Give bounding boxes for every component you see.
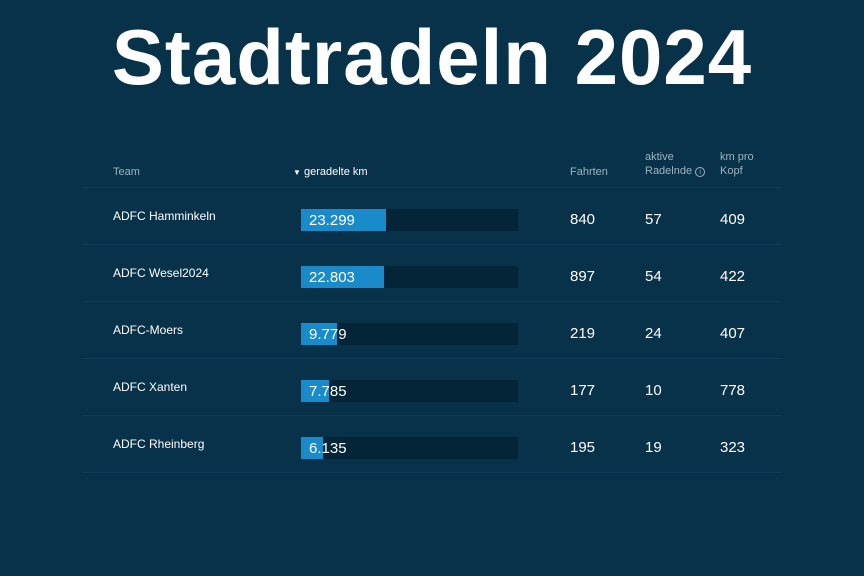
- km-bar-track: 6.135: [301, 437, 518, 459]
- fahrten-value: 195: [570, 439, 596, 456]
- km-value: 9.779: [309, 326, 347, 343]
- header-km[interactable]: ▼ geradelte km: [293, 166, 368, 178]
- team-name: ADFC Rheinberg: [113, 437, 205, 451]
- km-bar-track: 23.299: [301, 209, 518, 231]
- table-row[interactable]: ADFC Rheinberg 6.135 195 19 323: [82, 416, 782, 473]
- table-row[interactable]: ADFC Wesel2024 22.803 897 54 422: [82, 245, 782, 302]
- km-bar-fill: [301, 209, 386, 231]
- kopf-value: 407: [720, 325, 746, 342]
- info-icon[interactable]: i: [695, 167, 706, 177]
- table-row[interactable]: ADFC Xanten 7.785 177 10 778: [82, 359, 782, 416]
- km-value: 23.299: [309, 212, 355, 229]
- km-bar-track: 22.803: [301, 266, 518, 288]
- km-value: 22.803: [309, 269, 355, 286]
- fahrten-value: 897: [570, 268, 596, 285]
- fahrten-value: 840: [570, 211, 596, 228]
- aktive-value: 57: [645, 211, 662, 228]
- team-name: ADFC Hamminkeln: [113, 209, 216, 223]
- km-bar-fill: [301, 437, 324, 459]
- aktive-value: 24: [645, 325, 662, 342]
- aktive-value: 10: [645, 382, 662, 399]
- kopf-value: 323: [720, 439, 746, 456]
- sort-down-icon: ▼: [293, 168, 301, 177]
- fahrten-value: 177: [570, 382, 596, 399]
- table-row[interactable]: ADFC-Moers 9.779 219 24 407: [82, 302, 782, 359]
- header-team[interactable]: Team: [113, 166, 140, 178]
- km-bar-fill: [301, 380, 330, 402]
- team-name: ADFC Wesel2024: [113, 266, 209, 280]
- leaderboard-table: Team ▼ geradelte km Fahrten aktive Radel…: [82, 140, 782, 473]
- fahrten-value: 219: [570, 325, 596, 342]
- table-row[interactable]: ADFC Hamminkeln 23.299 840 57 409: [82, 188, 782, 245]
- team-name: ADFC-Moers: [113, 323, 184, 337]
- kopf-value: 778: [720, 382, 746, 399]
- header-kopf-line1[interactable]: km pro: [720, 151, 754, 163]
- header-aktive-line1[interactable]: aktive: [645, 151, 674, 163]
- km-bar-fill: [301, 266, 385, 288]
- page-title: Stadtradeln 2024: [111, 13, 753, 101]
- km-value: 6.135: [309, 440, 347, 457]
- team-name: ADFC Xanten: [113, 380, 188, 394]
- kopf-value: 409: [720, 211, 746, 228]
- km-value: 7.785: [309, 383, 347, 400]
- aktive-value: 54: [645, 268, 662, 285]
- km-bar-fill: [301, 323, 337, 345]
- table-header: Team ▼ geradelte km Fahrten aktive Radel…: [82, 140, 782, 188]
- header-fahrten[interactable]: Fahrten: [570, 166, 608, 178]
- kopf-value: 422: [720, 268, 746, 285]
- km-bar-track: 9.779: [301, 323, 518, 345]
- aktive-value: 19: [645, 439, 662, 456]
- header-aktive[interactable]: Radelnde i: [645, 165, 706, 177]
- header-kopf-line2: Kopf: [720, 165, 743, 177]
- km-bar-track: 7.785: [301, 380, 518, 402]
